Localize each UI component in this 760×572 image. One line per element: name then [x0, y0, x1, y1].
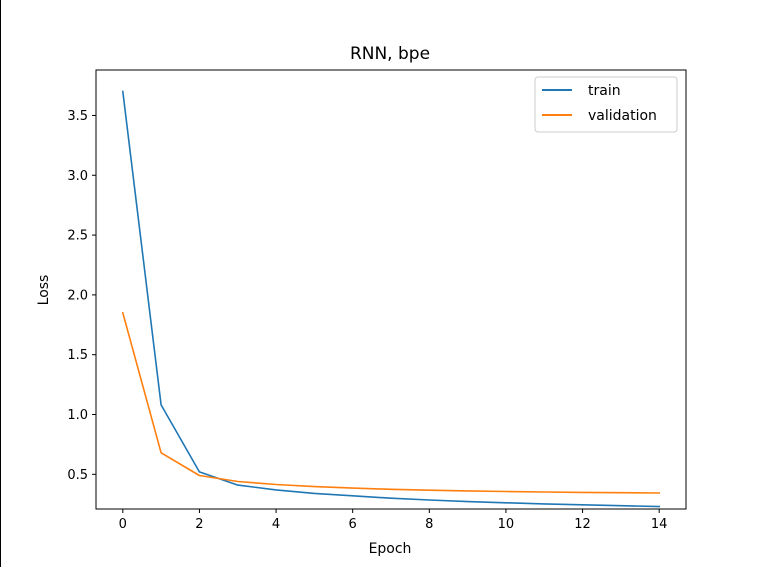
legend-label-validation: validation	[588, 108, 657, 124]
series-line-validation	[121, 311, 661, 494]
chart-title: RNN, bpe	[350, 44, 430, 64]
legend-label-train: train	[588, 83, 621, 99]
y-axis-label: Loss	[36, 275, 52, 306]
plot-lines	[121, 90, 661, 508]
x-tick-label: 10	[498, 517, 515, 532]
y-tick-label: 1.0	[67, 408, 88, 423]
figure-left-border	[0, 0, 1, 567]
series-line-train	[121, 90, 661, 508]
y-tick-label: 3.5	[67, 109, 88, 124]
y-tick-label: 0.5	[67, 468, 88, 483]
y-tick-label: 1.5	[67, 348, 88, 363]
x-tick-label: 14	[651, 517, 668, 532]
x-axis-ticks: 0 2 4 6 8 10 12 14	[119, 509, 668, 532]
legend: train validation	[534, 76, 678, 133]
x-tick-label: 8	[425, 517, 433, 532]
y-tick-label: 3.0	[67, 169, 88, 184]
plot-area	[95, 69, 687, 510]
x-tick-label: 12	[574, 517, 591, 532]
y-tick-label: 2.5	[67, 229, 88, 244]
x-tick-label: 2	[195, 517, 203, 532]
x-axis-label: Epoch	[369, 541, 412, 557]
y-tick-label: 2.0	[67, 288, 88, 303]
x-tick-label: 6	[349, 517, 357, 532]
y-axis-ticks: 0.5 1.0 1.5 2.0 2.5 3.0 3.5	[67, 109, 96, 483]
x-tick-label: 4	[272, 517, 280, 532]
x-tick-label: 0	[119, 517, 127, 532]
